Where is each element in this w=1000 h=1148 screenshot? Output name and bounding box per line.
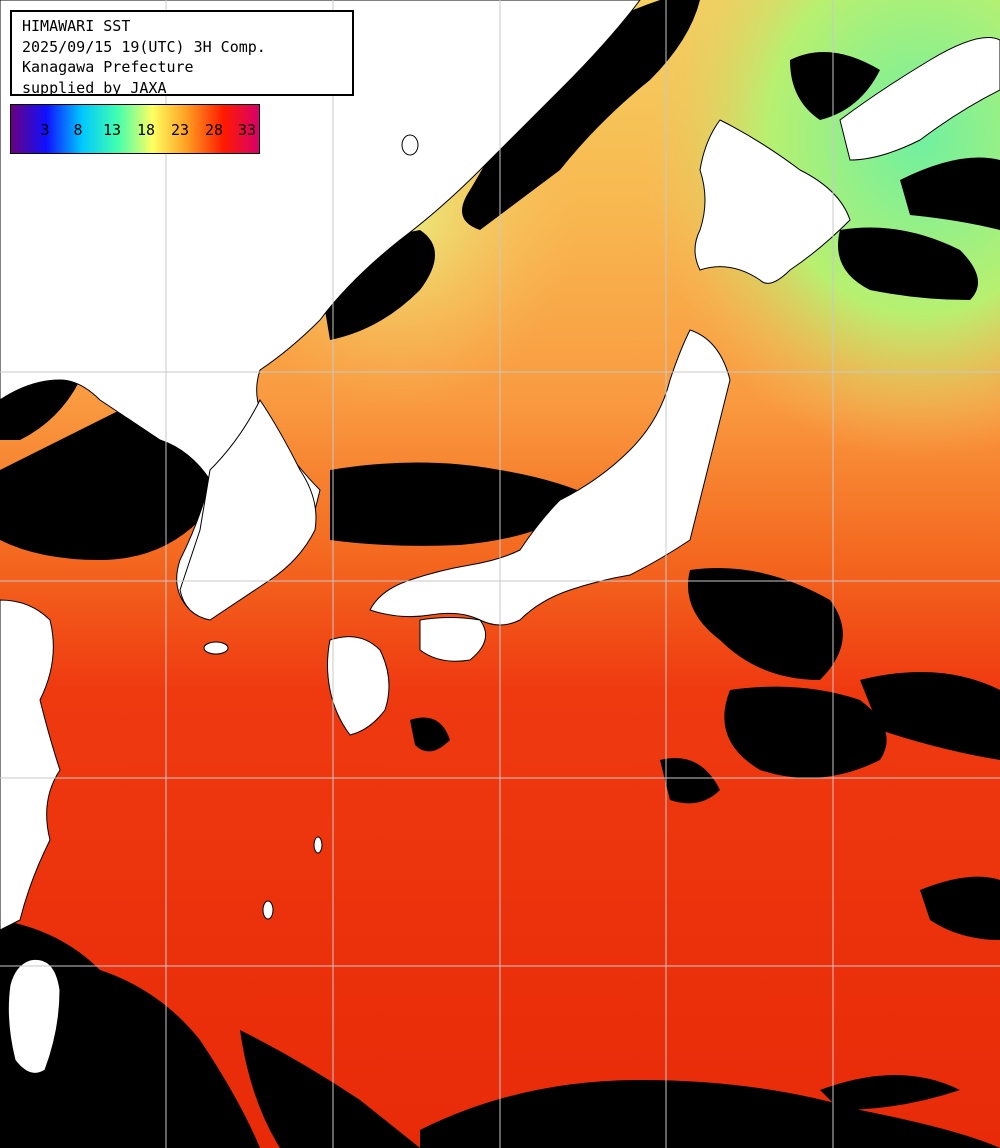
island: [203, 641, 229, 655]
lat-label-40n: 40N: [14, 354, 41, 369]
korean-peninsula: [179, 399, 317, 621]
data-credit: supplied by JAXA: [22, 78, 167, 97]
legend-tick: 8: [73, 121, 83, 139]
temperature-colorbar: 3 8 13 18 23 28 33: [10, 104, 260, 154]
map-title-box: HIMAWARI SST 2025/09/15 19(UTC) 3H Comp.…: [10, 10, 354, 97]
island: [401, 134, 419, 156]
sakhalin-coast: [839, 37, 1000, 161]
island: [262, 900, 274, 920]
kyushu: [327, 636, 390, 736]
legend-tick: 33: [237, 121, 257, 139]
hokkaido: [694, 119, 851, 284]
honshu: [369, 329, 731, 626]
legend-tick: 3: [40, 121, 50, 139]
timestamp: 2025/09/15 19(UTC) 3H Comp.: [22, 37, 266, 56]
legend-tick: 28: [204, 121, 224, 139]
taiwan: [7, 958, 61, 1074]
product-name: HIMAWARI SST: [22, 17, 131, 35]
legend-tick: 13: [102, 121, 122, 139]
asia-mainland-south: [0, 599, 61, 931]
region-name: Kanagawa Prefecture: [22, 58, 194, 76]
shikoku: [419, 617, 487, 662]
legend-tick: 23: [170, 121, 190, 139]
island: [313, 836, 323, 854]
lat-label-30n: 30N: [14, 760, 41, 775]
legend-tick: 18: [136, 121, 156, 139]
